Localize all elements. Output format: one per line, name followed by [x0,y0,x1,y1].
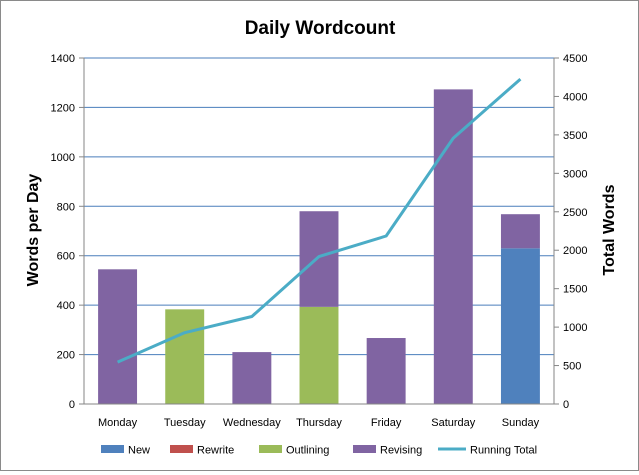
x-tick-label: Tuesday [164,417,206,429]
y2-tick-label: 4000 [563,91,587,103]
bar-revising [366,338,406,404]
bar-revising [500,214,540,249]
legend-swatch [170,445,193,453]
legend-swatch [353,445,376,453]
y2-tick-label: 0 [563,399,569,411]
y2-tick-label: 500 [563,361,581,373]
y-tick-label: 1400 [51,53,75,65]
y-tick-label: 800 [57,201,75,213]
y-axis-title: Words per Day [25,174,42,287]
axes [79,57,559,405]
bar-revising [232,352,272,404]
bar-outlining [299,306,339,404]
y-tick-label: 400 [57,300,75,312]
y2-tick-label: 3000 [563,168,587,180]
chart-title: Daily Wordcount [245,18,396,39]
running-total-line-group [116,77,522,364]
y2-tick-label: 4500 [563,53,587,65]
running-total-line [116,77,522,364]
y-tick-label: 600 [57,251,75,263]
legend-label: Outlining [286,445,329,457]
bar-revising [433,89,473,404]
bar-revising [299,211,339,307]
legend: New Rewrite Outlining Revising Running Total [101,445,537,457]
y2-tick-label: 3500 [563,130,587,142]
x-tick-label: Saturday [431,417,476,429]
y2-tick-label: 1500 [563,284,587,296]
legend-swatch [101,445,124,453]
y2-tick-label: 2500 [563,207,587,219]
x-tick-label: Friday [371,417,402,429]
x-tick-label: Sunday [502,417,540,429]
legend-label: New [128,445,150,457]
tick-labels: 0 200 400 600 800 1000 1200 1400 0 500 1000 1500 200… [51,53,588,429]
bars [98,89,540,404]
x-tick-label: Thursday [296,417,342,429]
bar-outlining [165,309,205,404]
y2-tick-label: 1000 [563,322,587,334]
y-tick-label: 1200 [51,102,75,114]
y-tick-label: 200 [57,350,75,362]
y-tick-label: 0 [69,399,75,411]
y-tick-label: 1000 [51,152,75,164]
bar-revising [98,269,138,404]
x-tick-label: Monday [98,417,138,429]
y2-axis-title: Total Words [601,184,618,275]
legend-label: Revising [380,445,422,457]
legend-label: Running Total [470,445,537,457]
y2-tick-label: 2000 [563,245,587,257]
legend-swatch [259,445,282,453]
bar-new [500,248,540,404]
x-tick-label: Wednesday [223,417,281,429]
legend-label: Rewrite [197,445,234,457]
